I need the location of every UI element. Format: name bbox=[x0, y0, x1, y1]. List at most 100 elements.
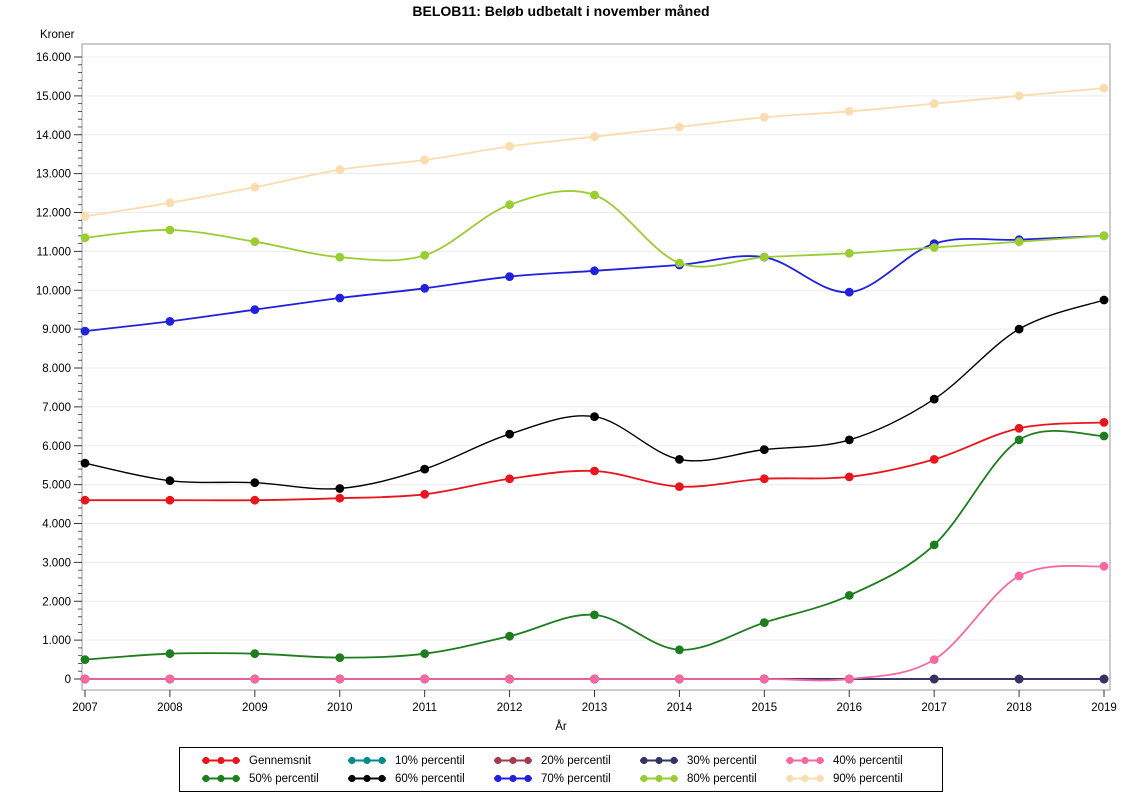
data-point-marker bbox=[844, 107, 854, 116]
x-tick-label: 2011 bbox=[412, 702, 437, 714]
series-line-7 bbox=[84, 234, 1105, 332]
y-tick-label: 4.000 bbox=[42, 519, 71, 531]
data-point-marker bbox=[505, 674, 514, 684]
data-point-marker bbox=[165, 476, 175, 486]
data-point-marker bbox=[1099, 674, 1109, 684]
legend-marker-icon bbox=[640, 774, 678, 783]
data-point-marker bbox=[505, 200, 514, 210]
data-point-marker bbox=[675, 122, 684, 132]
data-point-marker bbox=[250, 478, 260, 488]
data-point-marker bbox=[675, 258, 684, 268]
data-point-marker bbox=[844, 674, 854, 684]
x-tick-label: 2016 bbox=[836, 702, 862, 714]
data-point-marker bbox=[844, 435, 854, 445]
legend-item-4: 40% percentil bbox=[784, 752, 926, 769]
data-point-marker bbox=[929, 655, 939, 664]
x-tick-label: 2015 bbox=[752, 702, 778, 714]
legend-marker-icon bbox=[348, 774, 386, 783]
x-tick-label: 2008 bbox=[157, 702, 183, 714]
data-point-marker bbox=[80, 458, 90, 468]
legend-label: 70% percentil bbox=[541, 772, 611, 785]
legend-item-2: 20% percentil bbox=[492, 752, 634, 769]
x-tick-label: 2009 bbox=[242, 702, 268, 714]
data-point-marker bbox=[80, 655, 90, 664]
data-point-marker bbox=[420, 283, 430, 293]
data-point-marker bbox=[335, 293, 345, 303]
data-point-marker bbox=[759, 618, 769, 627]
data-point-marker bbox=[759, 674, 769, 684]
legend-marker-icon bbox=[202, 774, 240, 783]
x-tick-label: 2012 bbox=[497, 702, 523, 714]
data-point-marker bbox=[929, 455, 939, 464]
data-point-marker bbox=[335, 252, 345, 262]
data-point-marker bbox=[590, 132, 599, 142]
data-point-marker bbox=[80, 674, 90, 684]
plot-frame bbox=[81, 43, 1111, 691]
data-point-marker bbox=[590, 190, 599, 200]
data-point-marker bbox=[1014, 237, 1024, 247]
y-axis-title: Kroner bbox=[40, 29, 75, 41]
y-tick-label: 11.000 bbox=[37, 246, 71, 258]
data-point-marker bbox=[505, 142, 514, 151]
data-point-marker bbox=[80, 212, 90, 221]
data-point-marker bbox=[420, 155, 430, 165]
data-point-marker bbox=[250, 495, 260, 505]
data-point-marker bbox=[335, 165, 345, 175]
data-point-marker bbox=[505, 272, 514, 281]
y-tick-label: 15.000 bbox=[36, 91, 71, 103]
data-point-marker bbox=[844, 591, 854, 600]
legend-item-1: 10% percentil bbox=[346, 752, 488, 769]
legend-item-7: 70% percentil bbox=[492, 770, 634, 787]
data-point-marker bbox=[929, 394, 939, 404]
x-tick-label: 2010 bbox=[327, 702, 353, 714]
data-point-marker bbox=[929, 99, 939, 108]
data-point-marker bbox=[505, 429, 514, 439]
data-point-marker bbox=[1014, 423, 1024, 433]
data-point-marker bbox=[590, 466, 599, 476]
y-tick-label: 12.000 bbox=[36, 208, 71, 220]
x-tick-label: 2014 bbox=[667, 702, 693, 714]
y-tick-label: 13.000 bbox=[36, 169, 71, 181]
x-axis-title: År bbox=[555, 721, 567, 733]
legend-label: 30% percentil bbox=[687, 754, 757, 767]
y-tick-label: 10.000 bbox=[36, 285, 71, 297]
x-tick-label: 2018 bbox=[1006, 702, 1032, 714]
data-point-marker bbox=[335, 493, 345, 503]
legend-item-6: 60% percentil bbox=[346, 770, 488, 787]
data-point-marker bbox=[1014, 571, 1024, 581]
y-tick-label: 3.000 bbox=[42, 557, 71, 569]
data-point-marker bbox=[590, 266, 599, 276]
data-point-marker bbox=[250, 674, 260, 684]
x-tick-label: 2013 bbox=[582, 702, 608, 714]
legend-label: 10% percentil bbox=[395, 754, 465, 767]
data-point-marker bbox=[250, 649, 260, 659]
y-tick-label: 8.000 bbox=[42, 363, 71, 375]
data-point-marker bbox=[844, 472, 854, 482]
data-point-marker bbox=[80, 326, 90, 336]
data-point-marker bbox=[590, 674, 599, 684]
data-point-marker bbox=[759, 474, 769, 484]
data-point-marker bbox=[420, 674, 430, 684]
data-point-marker bbox=[250, 182, 260, 192]
data-point-marker bbox=[844, 287, 854, 297]
data-point-marker bbox=[165, 649, 175, 659]
data-point-marker bbox=[165, 317, 175, 326]
data-point-marker bbox=[250, 305, 260, 315]
x-tick-label: 2019 bbox=[1091, 702, 1117, 714]
data-point-marker bbox=[165, 495, 175, 505]
data-point-marker bbox=[675, 482, 684, 491]
data-point-marker bbox=[420, 489, 430, 499]
legend-item-0: Gennemsnit bbox=[200, 752, 342, 769]
y-tick-label: 9.000 bbox=[42, 324, 71, 336]
data-point-marker bbox=[165, 198, 175, 208]
data-point-marker bbox=[165, 674, 175, 684]
legend-marker-icon bbox=[202, 756, 240, 765]
legend-label: Gennemsnit bbox=[249, 754, 312, 767]
data-point-marker bbox=[335, 674, 345, 684]
legend-marker-icon bbox=[786, 774, 824, 783]
chart-title: BELOB11: Beløb udbetalt i november måned bbox=[412, 3, 710, 19]
legend-label: 40% percentil bbox=[833, 754, 903, 767]
data-point-marker bbox=[335, 653, 345, 662]
data-point-marker bbox=[1014, 435, 1024, 445]
data-point-marker bbox=[590, 610, 599, 620]
